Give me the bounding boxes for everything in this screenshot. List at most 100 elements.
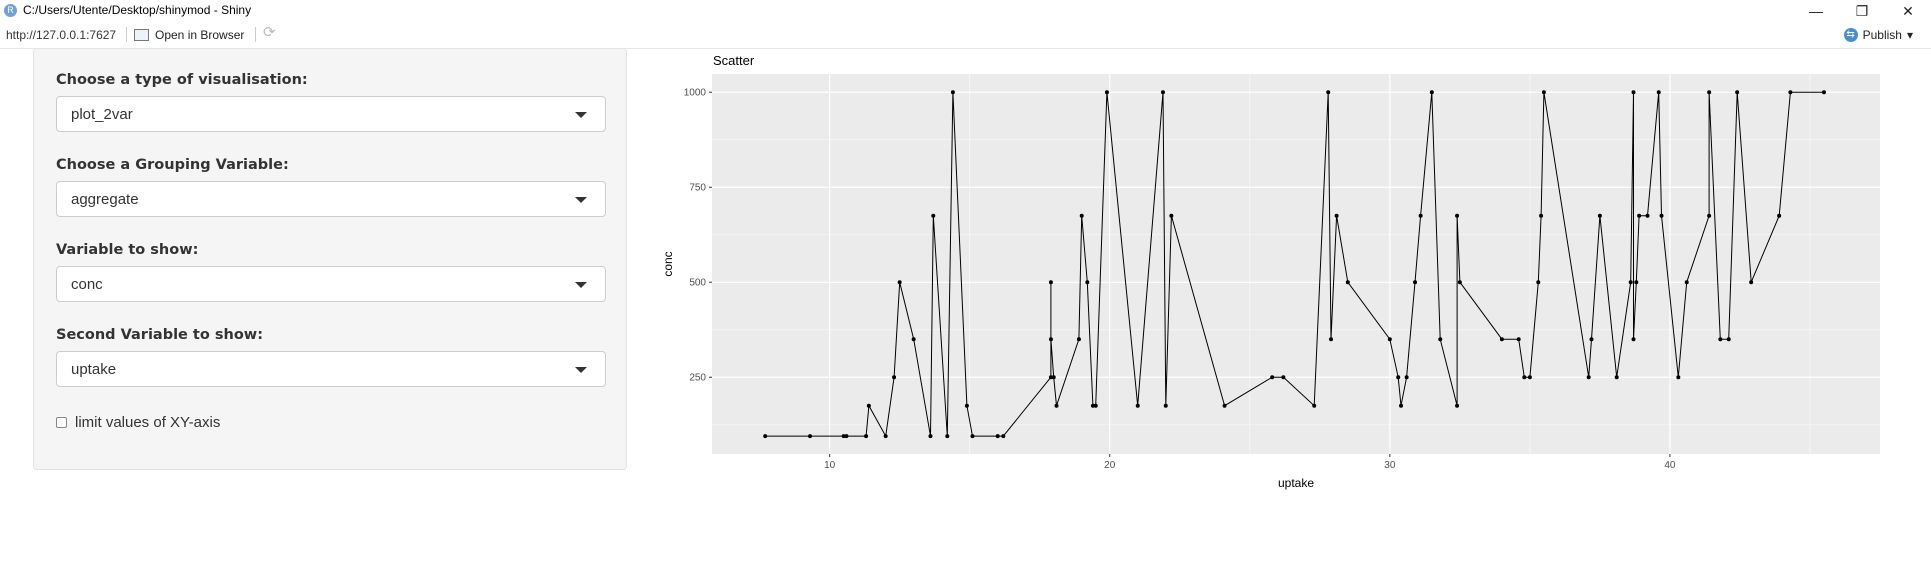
plot-title: Scatter [713,53,755,68]
grouping-value: aggregate [71,191,139,208]
data-point [950,90,955,95]
data-point [1637,213,1642,218]
data-point [1163,403,1168,408]
data-point [1707,213,1712,218]
data-point [970,434,975,439]
data-point [964,403,969,408]
data-point [1413,280,1418,285]
data-point [1707,90,1712,95]
sidebar-panel: Choose a type of visualisation: plot_2va… [33,48,627,470]
data-point [1656,90,1661,95]
data-point [1522,375,1527,380]
refresh-icon[interactable]: ⟳ [263,24,276,41]
data-point [1777,213,1782,218]
data-point [1090,403,1095,408]
y-tick-label: 500 [689,278,706,289]
close-button[interactable]: ✕ [1902,3,1914,19]
y-tick-label: 250 [689,373,706,384]
toolbar-divider [255,27,256,42]
data-point [1334,213,1339,218]
variable-select[interactable]: conc [56,266,606,302]
chevron-down-icon [575,282,587,288]
variable-value: conc [71,276,103,293]
data-point [1631,90,1636,95]
limit-xy-row[interactable]: limit values of XY-axis [56,414,220,431]
data-point [1614,375,1619,380]
window-titlebar: R C:/Users/Utente/Desktop/shinymod - Shi… [0,0,1931,22]
visualisation-select[interactable]: plot_2var [56,96,606,132]
data-point [1281,375,1286,380]
second-variable-label: Second Variable to show: [56,327,263,343]
url-text[interactable]: http://127.0.0.1:7627 [6,28,117,42]
variable-label: Variable to show: [56,242,199,258]
data-point [1085,280,1090,285]
data-point [1387,337,1392,342]
x-tick-label: 20 [1104,460,1116,471]
data-point [1048,280,1053,285]
data-point [892,375,897,380]
data-point [1345,280,1350,285]
limit-xy-checkbox[interactable] [56,417,67,428]
data-point [1788,90,1793,95]
data-point [1399,403,1404,408]
open-in-browser-button[interactable]: Open in Browser [134,25,244,45]
data-point [1527,375,1532,380]
window-title: C:/Users/Utente/Desktop/shinymod - Shiny [23,3,252,17]
data-point [1104,90,1109,95]
x-tick-label: 10 [824,460,836,471]
publish-button[interactable]: ⇆ Publish ▾ [1843,25,1913,45]
data-point [1079,213,1084,218]
data-point [1160,90,1165,95]
second-variable-value: uptake [71,361,117,378]
data-point [1589,337,1594,342]
data-point [1048,337,1053,342]
second-variable-select[interactable]: uptake [56,351,606,387]
data-point [1541,90,1546,95]
data-point [763,434,768,439]
data-point [928,434,933,439]
grouping-field: Choose a Grouping Variable: aggregate [56,157,608,217]
data-point [1048,375,1053,380]
data-point [1726,337,1731,342]
data-point [1586,375,1591,380]
data-point [1684,280,1689,285]
publish-dropdown-icon[interactable]: ▾ [1906,28,1913,42]
x-axis-title: uptake [1278,476,1314,490]
data-point [883,434,888,439]
r-app-icon: R [4,4,17,17]
data-point [911,337,916,342]
data-point [931,213,936,218]
data-point [1169,213,1174,218]
limit-xy-label: limit values of XY-axis [75,414,221,431]
data-point [1597,213,1602,218]
toolbar-divider [126,27,127,42]
data-point [995,434,1000,439]
data-point [1628,280,1633,285]
data-point [1051,375,1056,380]
y-tick-label: 1000 [684,88,707,99]
data-point [1329,337,1334,342]
data-point [1645,213,1650,218]
data-point [1539,213,1544,218]
data-point [1222,403,1227,408]
data-point [1270,375,1275,380]
data-point [1536,280,1541,285]
restore-button[interactable]: ❐ [1855,3,1869,19]
data-point [866,403,871,408]
plot-panel [712,74,1880,454]
minimize-button[interactable]: — [1809,3,1823,19]
open-browser-icon [134,29,149,41]
x-tick-label: 40 [1664,460,1676,471]
second-variable-field: Second Variable to show: uptake [56,327,608,387]
data-point [1676,375,1681,380]
data-point [897,280,902,285]
data-point [1718,337,1723,342]
data-point [1135,403,1140,408]
data-point [1735,90,1740,95]
y-tick-label: 750 [689,183,706,194]
data-point [1326,90,1331,95]
visualisation-label: Choose a type of visualisation: [56,72,308,88]
scatter-plot: 10 20 30 40 250 500 750 1000 uptake conc [661,74,1880,490]
grouping-select[interactable]: aggregate [56,181,606,217]
data-point [844,434,849,439]
